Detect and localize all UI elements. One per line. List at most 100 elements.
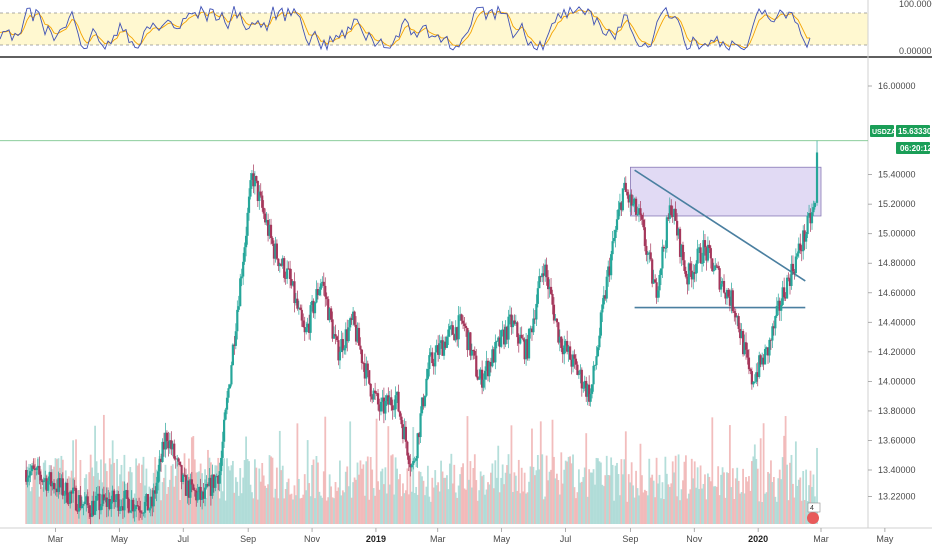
candle-body: [504, 326, 507, 345]
volume-bar: [510, 425, 513, 524]
candle-body: [636, 213, 639, 215]
volume-bar: [488, 484, 491, 524]
candle-body: [656, 290, 660, 298]
volume-bar: [456, 497, 459, 524]
rectangle-drawing[interactable]: [630, 166, 822, 217]
volume-bar: [358, 474, 360, 524]
candle-body: [181, 474, 185, 483]
volume-bar: [638, 495, 640, 524]
candle-body: [290, 279, 293, 286]
candle-body: [240, 276, 243, 279]
volume-bar: [166, 493, 168, 524]
candle-body: [95, 495, 98, 501]
candle-body: [596, 347, 600, 357]
volume-bar: [343, 492, 346, 524]
volume-bar: [564, 460, 567, 524]
candle-body: [464, 326, 468, 329]
candle-body: [366, 363, 369, 371]
price-axis[interactable]: 16.00000 15.40000 15.20000 15.00000 14.80000…: [868, 81, 916, 502]
candle-body: [266, 220, 270, 236]
price-tick-label: 13.40000: [878, 465, 916, 475]
volume-bar: [377, 481, 379, 524]
candle-body: [684, 270, 688, 277]
volume-bar: [231, 460, 234, 524]
candle-body: [286, 268, 289, 279]
time-axis[interactable]: Mar May Jul Sep Nov 2019 Mar May Jul Sep Nov 2020 Ma…: [48, 528, 894, 544]
candle-body: [309, 305, 312, 333]
candle-body: [212, 474, 215, 488]
volume-bar: [690, 458, 693, 524]
volume-bar: [487, 482, 489, 524]
volume-bar: [239, 468, 242, 524]
candle-body: [148, 508, 151, 511]
candle-body: [126, 490, 129, 499]
volume-bar: [750, 461, 753, 524]
volume-bar: [402, 483, 404, 524]
candle-body: [407, 455, 410, 465]
candle-body: [671, 215, 674, 217]
volume-bar: [469, 461, 472, 524]
candle-body: [507, 316, 510, 340]
candlesticks[interactable]: [25, 140, 819, 525]
candle-body: [274, 243, 277, 259]
candle-body: [73, 487, 76, 489]
candle-body: [136, 505, 139, 507]
volume-bar: [319, 495, 322, 524]
candle-body: [492, 349, 495, 363]
candle-body: [489, 361, 493, 367]
candle-body: [692, 272, 695, 280]
candle-body: [629, 194, 632, 203]
volume-bar: [29, 491, 32, 524]
volume-bar: [167, 487, 170, 524]
volume-bar: [359, 460, 362, 524]
candle-body: [401, 424, 405, 440]
event-flag-icon[interactable]: 4: [807, 502, 821, 524]
candle-body: [604, 295, 607, 299]
price-tick-label: 16.00000: [878, 81, 916, 91]
volume-bar: [463, 488, 466, 524]
volume-bar: [595, 457, 598, 524]
candle-body: [573, 354, 576, 359]
candle-body: [812, 207, 815, 213]
volume-bar: [66, 485, 69, 524]
volume-bar: [136, 465, 139, 524]
oscillator-pane[interactable]: [0, 0, 868, 54]
volume-bar: [749, 490, 752, 524]
candle-body: [93, 500, 97, 515]
volume-bar: [47, 491, 50, 524]
candle-body: [774, 316, 777, 329]
candle-body: [784, 297, 787, 299]
volume-bar: [375, 418, 378, 524]
trend-line[interactable]: [634, 169, 806, 282]
volume-bar: [426, 465, 429, 524]
time-tick-label: Jul: [560, 534, 572, 544]
candle-body: [48, 472, 51, 481]
candle-body: [422, 397, 425, 407]
volume-bar: [223, 458, 225, 524]
volume-bar: [177, 463, 180, 524]
price-tick-label: 14.00000: [878, 376, 916, 386]
drawings[interactable]: [0, 140, 868, 309]
time-tick-label: May: [876, 534, 894, 544]
candle-body: [227, 388, 230, 398]
candle-body: [588, 384, 591, 402]
volume-bar: [611, 464, 614, 524]
candle-body: [215, 475, 218, 477]
candle-body: [715, 265, 718, 267]
candle-body: [233, 344, 236, 346]
volume-bar: [519, 493, 522, 524]
candle-body: [369, 383, 372, 397]
volume-bar: [800, 500, 803, 524]
candle-body: [195, 490, 198, 501]
candle-body: [545, 264, 548, 278]
volume-bar: [610, 457, 613, 524]
volume-bar: [182, 483, 184, 524]
volume-bar: [765, 492, 768, 524]
volume-bar: [340, 495, 343, 524]
volume-bar: [500, 477, 503, 524]
volume-bar: [183, 453, 186, 524]
volume-bar: [312, 459, 315, 524]
candle-body: [44, 478, 47, 481]
candle-body: [463, 323, 466, 327]
